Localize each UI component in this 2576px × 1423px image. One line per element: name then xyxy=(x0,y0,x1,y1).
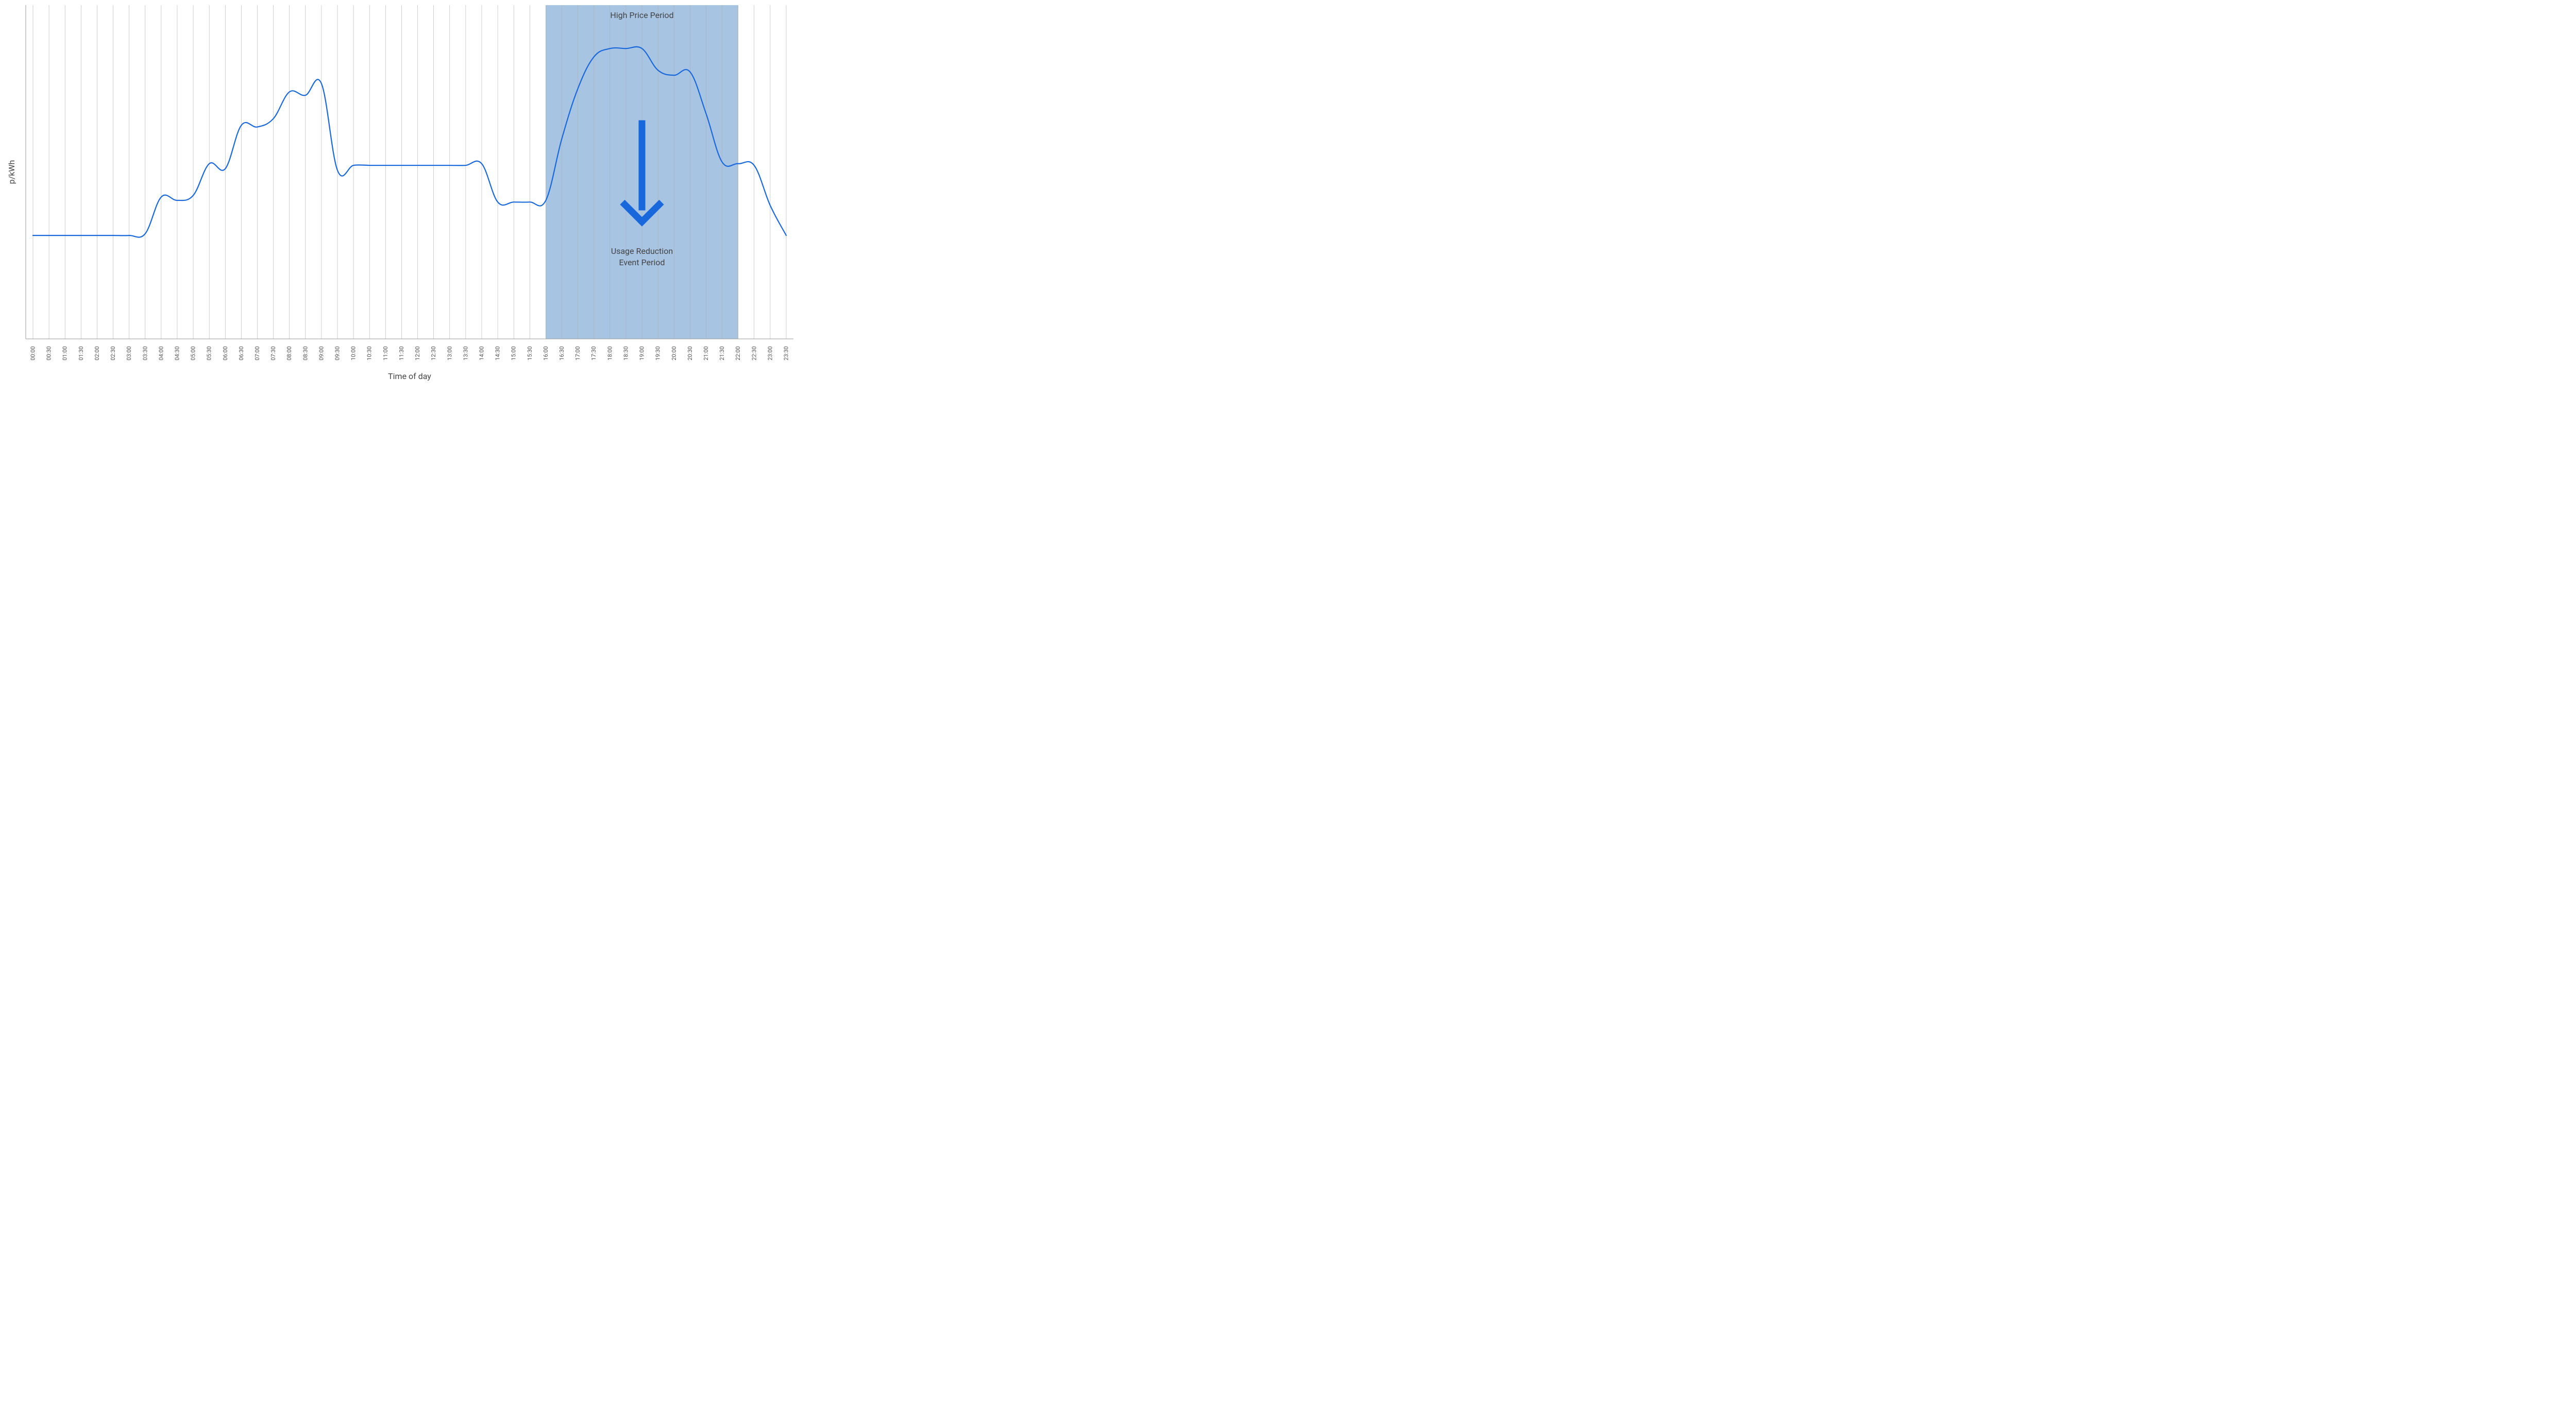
x-tick-label: 07:00 xyxy=(254,346,261,360)
x-tick-label: 22:00 xyxy=(735,346,741,360)
x-tick-label: 05:00 xyxy=(190,346,197,360)
price-chart: 00:00 00:30 01:00 01:30 02:00 02:30 03:00 03:30… xyxy=(0,0,804,389)
x-tick-label: 12:30 xyxy=(430,346,437,360)
chart-svg: 00:00 00:30 01:00 01:30 02:00 02:30 03:00 03:30… xyxy=(0,0,804,389)
x-tick-label: 17:30 xyxy=(590,346,597,360)
x-tick-label: 08:30 xyxy=(302,346,309,360)
x-tick-label: 21:00 xyxy=(703,346,709,360)
x-tick-label: 00:00 xyxy=(30,346,37,360)
x-tick-label: 19:00 xyxy=(639,346,646,360)
x-tick-label: 05:30 xyxy=(206,346,213,360)
usage-reduction-label-2: Event Period xyxy=(619,258,665,267)
x-tick-label: 01:30 xyxy=(78,346,84,360)
x-axis-title: Time of day xyxy=(388,371,431,381)
usage-reduction-label-1: Usage Reduction xyxy=(611,246,673,256)
x-tick-label: 07:30 xyxy=(270,346,277,360)
x-tick-label: 22:30 xyxy=(751,346,757,360)
x-tick-label: 12:00 xyxy=(414,346,421,360)
x-tick-label: 17:00 xyxy=(574,346,581,360)
x-tick-label: 13:00 xyxy=(446,346,453,360)
x-tick-label: 18:30 xyxy=(622,346,629,360)
x-tick-label: 20:00 xyxy=(671,346,677,360)
x-tick-label: 04:00 xyxy=(158,346,164,360)
x-tick-label: 15:30 xyxy=(527,346,533,360)
x-tick-label: 09:00 xyxy=(318,346,325,360)
high-price-label: High Price Period xyxy=(610,10,673,20)
x-tick-label: 02:00 xyxy=(94,346,100,360)
x-tick-label: 06:30 xyxy=(238,346,245,360)
x-tick-label: 11:30 xyxy=(398,346,405,360)
x-tick-label: 02:30 xyxy=(110,346,116,360)
x-tick-label: 14:00 xyxy=(478,346,485,360)
x-tick-label: 23:00 xyxy=(767,346,773,360)
x-tick-label: 08:00 xyxy=(286,346,293,360)
x-tick-label: 10:00 xyxy=(350,346,357,360)
x-tick-label: 14:30 xyxy=(495,346,501,360)
x-tick-label: 20:30 xyxy=(687,346,693,360)
x-tick-label: 21:30 xyxy=(719,346,725,360)
x-tick-label: 11:00 xyxy=(382,346,389,360)
x-tick-label: 16:00 xyxy=(543,346,549,360)
x-tick-label: 18:00 xyxy=(606,346,613,360)
x-tick-label: 01:00 xyxy=(62,346,69,360)
x-tick-label: 23:30 xyxy=(783,346,790,360)
x-tick-label: 10:30 xyxy=(366,346,373,360)
x-tick-label: 04:30 xyxy=(174,346,180,360)
x-tick-label: 03:30 xyxy=(142,346,148,360)
x-tick-label: 03:00 xyxy=(126,346,132,360)
x-tick-label: 15:00 xyxy=(511,346,517,360)
y-axis-title: p/kWh xyxy=(7,160,16,184)
x-tick-label: 00:30 xyxy=(46,346,53,360)
x-tick-label: 13:30 xyxy=(462,346,469,360)
x-tick-label: 06:00 xyxy=(222,346,229,360)
x-tick-label: 09:30 xyxy=(334,346,341,360)
x-tick-label: 19:30 xyxy=(655,346,662,360)
x-tick-label: 16:30 xyxy=(558,346,565,360)
